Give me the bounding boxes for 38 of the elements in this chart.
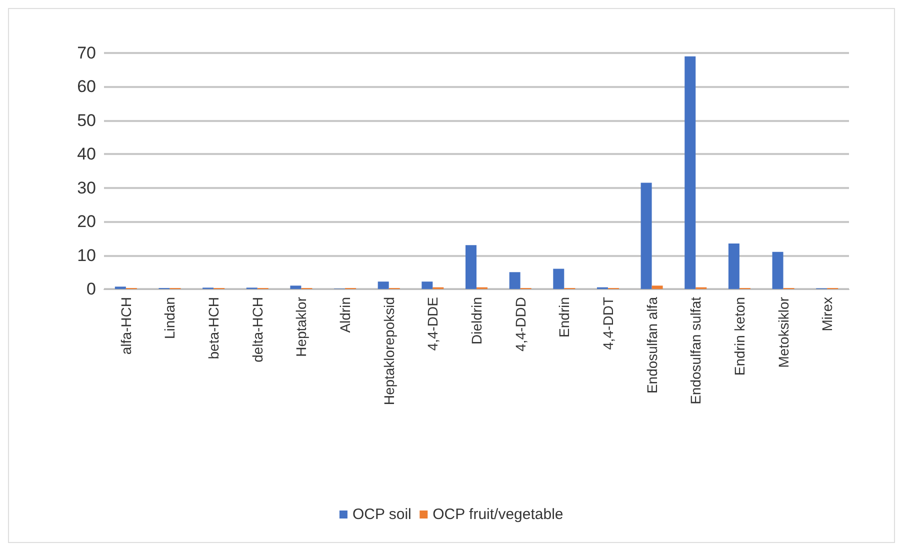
legend-label: OCP fruit/vegetable [432, 506, 564, 523]
bar [728, 243, 740, 289]
bar [652, 286, 663, 289]
y-tick-label: 50 [77, 110, 96, 130]
y-tick-label: 70 [77, 44, 96, 62]
x-tick-label: Endrin [556, 297, 572, 338]
bar [640, 182, 652, 289]
legend-label: OCP soil [352, 506, 412, 523]
bar [466, 245, 476, 289]
x-tick-label: Dieldrin [468, 297, 484, 344]
x-tick-label: Endosulfan sulfat [688, 296, 704, 404]
x-tick-label: delta-HCH [249, 297, 266, 362]
x-tick-label: Heptaklorepoksid [380, 297, 397, 406]
x-tick-label: Endosulfan alfa [644, 296, 660, 394]
x-tick-label: Heptaklor [293, 296, 310, 357]
x-tick-label: 4,4-DDT [600, 296, 616, 350]
x-tick-label: Aldrin [337, 297, 354, 333]
bar [772, 252, 784, 289]
bar [290, 286, 302, 289]
y-tick-label: 10 [77, 246, 96, 265]
bar [553, 268, 564, 289]
x-tick-label: 4,4-DDD [512, 297, 528, 352]
x-tick-label: alfa-HCH [118, 297, 134, 355]
x-tick-label: Lindan [162, 297, 178, 340]
x-tick-label: Endrin keton [731, 297, 748, 376]
y-tick-label: 0 [86, 280, 96, 298]
x-tick-label: 4,4-DDE [424, 297, 441, 351]
x-tick-label: Mirex [819, 297, 836, 332]
bar [378, 282, 389, 289]
bar [509, 272, 520, 289]
y-tick-label: 60 [77, 77, 96, 96]
y-tick-label: 40 [77, 144, 96, 164]
x-tick-label: Metoksiklor [775, 296, 792, 368]
bar [422, 282, 433, 289]
x-tick-label: beta-HCH [206, 297, 222, 360]
y-tick-label: 20 [77, 212, 96, 232]
bar [684, 56, 696, 289]
y-tick-label: 30 [77, 178, 96, 198]
